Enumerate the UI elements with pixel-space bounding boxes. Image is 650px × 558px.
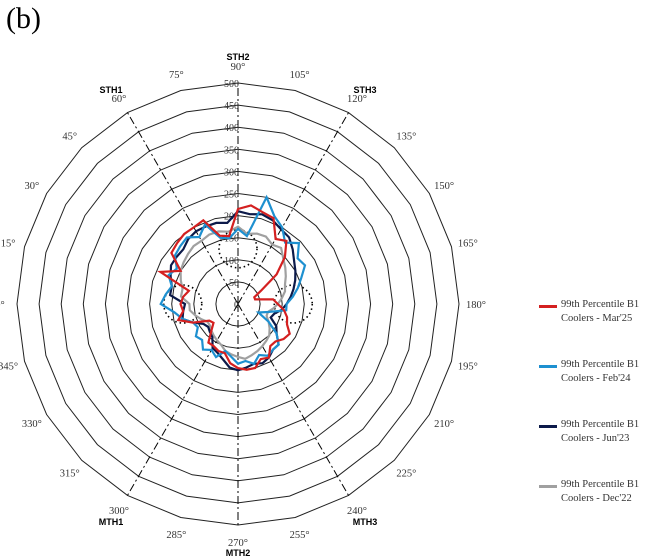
legend-label: 99th Percentile B1 Coolers - Feb'24 xyxy=(561,359,640,384)
angle-label: 90° xyxy=(231,62,246,73)
axis-name-mth1: MTH1 xyxy=(99,517,124,527)
angle-label: 240° xyxy=(347,506,367,517)
axis-line-mth3 xyxy=(237,303,349,496)
radial-tick-label: 150 xyxy=(224,234,239,245)
angle-label: 0° xyxy=(0,300,5,311)
radial-tick-label: 500 xyxy=(224,79,239,90)
axis-name-sth2: STH2 xyxy=(226,52,249,62)
angle-label: 60° xyxy=(112,94,127,105)
angle-label: 120° xyxy=(347,94,367,105)
legend-label: 99th Percentile B1 Coolers - Mar'25 xyxy=(561,299,640,324)
radial-tick-label: 400 xyxy=(224,123,239,134)
angle-label: 345° xyxy=(0,362,18,373)
axis-line-sth1 xyxy=(127,112,239,305)
radial-tick-label: 50 xyxy=(229,278,239,289)
angle-label: 300° xyxy=(109,506,129,517)
radial-tick-label: 300 xyxy=(224,167,239,178)
radial-tick-label: 100 xyxy=(224,256,239,267)
legend-swatch xyxy=(539,425,557,428)
axis-name-mth2: MTH2 xyxy=(226,548,251,558)
grid-ring-500 xyxy=(16,82,460,526)
angle-label: 15° xyxy=(1,238,16,249)
angle-label: 30° xyxy=(25,181,40,192)
highlight-circle xyxy=(273,284,314,324)
panel-label: (b) xyxy=(6,2,41,35)
grid-ring-250 xyxy=(126,192,350,416)
legend-swatch xyxy=(539,365,557,368)
series-line xyxy=(157,204,291,371)
grid-ring-350 xyxy=(82,148,394,460)
axis-line-sth3 xyxy=(237,112,349,305)
radial-tick-label: 250 xyxy=(224,190,239,201)
legend-swatch xyxy=(539,485,557,488)
angle-label: 330° xyxy=(22,419,42,430)
axis-line-mth1 xyxy=(127,303,239,496)
angle-label: 285° xyxy=(166,530,186,541)
angle-label: 150° xyxy=(434,181,454,192)
angle-label: 210° xyxy=(434,419,454,430)
highlight-circle xyxy=(218,228,258,269)
angle-label: 225° xyxy=(396,468,416,479)
series-line xyxy=(159,194,307,366)
legend-label: 99th Percentile B1 Coolers - Jun'23 xyxy=(561,419,640,444)
angle-label: 135° xyxy=(396,132,416,143)
angle-label: 45° xyxy=(62,132,77,143)
angle-label: 75° xyxy=(169,70,184,81)
radial-tick-label: 450 xyxy=(224,101,239,112)
angle-label: 255° xyxy=(290,530,310,541)
angle-label: 105° xyxy=(290,70,310,81)
angle-label: 180° xyxy=(466,300,486,311)
legend-swatch xyxy=(539,305,557,308)
axis-name-sth3: STH3 xyxy=(353,85,376,95)
radial-tick-label: 0 xyxy=(234,300,239,311)
axis-name-mth3: MTH3 xyxy=(353,517,378,527)
angle-label: 195° xyxy=(458,362,478,373)
highlight-circle xyxy=(162,284,203,324)
angle-label: 270° xyxy=(228,538,248,549)
axis-name-sth1: STH1 xyxy=(99,85,122,95)
angle-label: 315° xyxy=(60,468,80,479)
angle-label: 165° xyxy=(458,238,478,249)
radial-tick-label: 350 xyxy=(224,145,239,156)
legend-label: 99th Percentile B1 Coolers - Dec'22 xyxy=(561,479,640,504)
